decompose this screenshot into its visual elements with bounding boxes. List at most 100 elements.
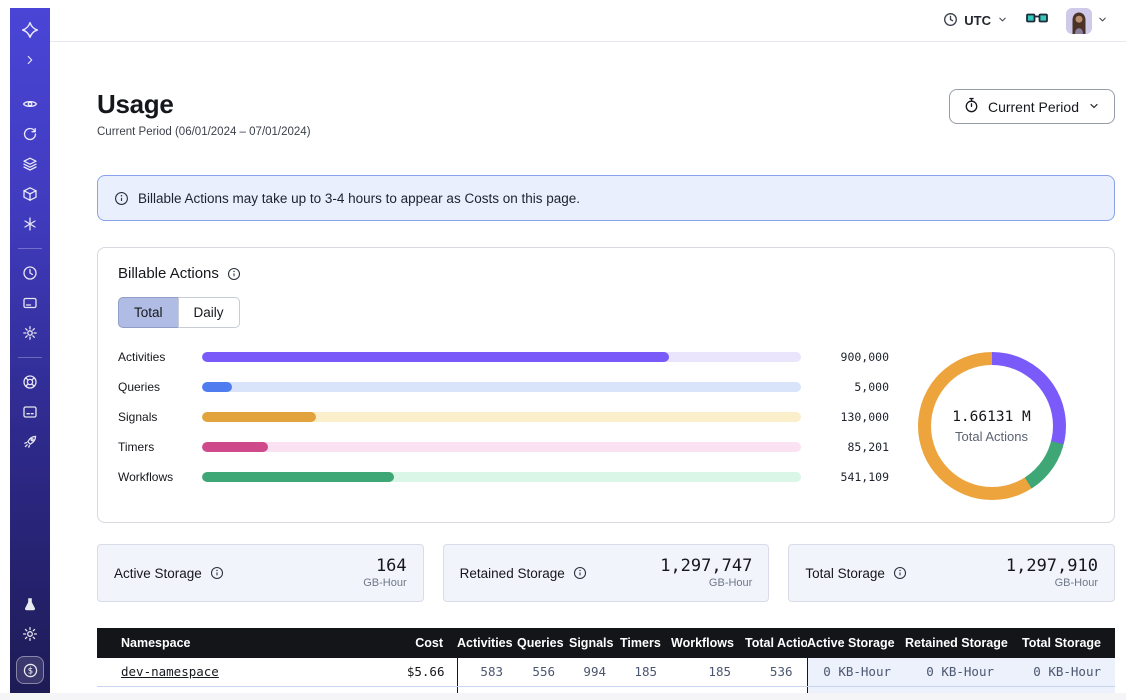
cell-workflows: 130	[671, 686, 745, 693]
billable-actions-title: Billable Actions	[118, 265, 219, 282]
cell-queries: 561	[517, 686, 569, 693]
info-icon	[114, 191, 129, 206]
avatar	[1066, 7, 1092, 34]
bar-row-workflows: Workflows 541,109	[118, 470, 889, 484]
col-total-storage: Total Storage	[1008, 628, 1115, 658]
main-content: Usage Current Period (06/01/2024 – 07/01…	[50, 43, 1126, 693]
stopwatch-icon	[964, 97, 979, 116]
bar-row-activities: Activities 900,000	[118, 350, 889, 364]
rocket-icon[interactable]	[16, 434, 44, 450]
info-icon[interactable]	[893, 566, 907, 580]
donut-total-value: 1.66131 M	[952, 408, 1031, 425]
bar-row-signals: Signals 130,000	[118, 410, 889, 424]
total-storage-card: Total Storage 1,297,910 GB-Hour	[788, 544, 1115, 602]
info-banner: Billable Actions may take up to 3-4 hour…	[97, 175, 1115, 221]
retained-storage-value: 1,297,747	[660, 555, 753, 576]
col-namespace: Namespace	[97, 628, 347, 658]
docs-terminal-icon[interactable]	[16, 404, 44, 420]
cell-timers: 185	[620, 658, 671, 687]
sidebar: $	[10, 8, 50, 694]
col-total-actions: Total Actions	[745, 628, 807, 658]
info-icon[interactable]	[227, 267, 241, 281]
user-menu[interactable]	[1066, 7, 1108, 34]
cell-retained-storage: 0 KB-Hour	[905, 686, 1008, 693]
chevron-down-icon	[997, 13, 1008, 28]
storage-unit: GB-Hour	[1054, 577, 1098, 590]
cell-total-storage: 0 KB-Hour	[1008, 658, 1115, 687]
active-storage-card: Active Storage 164 GB-Hour	[97, 544, 424, 602]
timezone-label: UTC	[964, 13, 991, 28]
active-storage-value: 164	[375, 555, 407, 576]
labs-flask-icon[interactable]	[16, 596, 44, 612]
bar-track	[202, 442, 801, 452]
temporal-logo-icon[interactable]	[16, 21, 44, 39]
sidebar-divider	[18, 248, 42, 249]
cell-signals: 994	[569, 658, 620, 687]
table-header-row: Namespace Cost Activities Queries Signal…	[97, 628, 1115, 658]
page-subtitle: Current Period (06/01/2024 – 07/01/2024)	[97, 126, 311, 138]
namespace-link[interactable]: dev-namespace	[121, 693, 219, 694]
cell-active-storage: 0 KB-Hour	[806, 686, 905, 693]
total-storage-value: 1,297,910	[1005, 555, 1098, 576]
col-timers: Timers	[620, 628, 671, 658]
storage-cards: Active Storage 164 GB-Hour Retained Stor…	[97, 544, 1115, 602]
bar-track	[202, 472, 801, 482]
bar-label: Queries	[118, 380, 161, 394]
bar-label: Activities	[118, 350, 166, 364]
clock-icon	[943, 12, 958, 30]
theme-sun-icon[interactable]	[16, 626, 44, 642]
bar-value: 130,000	[840, 410, 889, 424]
info-icon[interactable]	[573, 566, 587, 580]
usage-dollar-icon[interactable]: $	[16, 656, 44, 684]
topbar: UTC	[50, 0, 1126, 42]
cell-queries: 556	[517, 658, 569, 687]
col-signals: Signals	[569, 628, 620, 658]
tab-total[interactable]: Total	[118, 297, 178, 328]
tab-daily[interactable]: Daily	[177, 297, 240, 328]
info-icon[interactable]	[210, 566, 224, 580]
timezone-selector[interactable]: UTC	[943, 12, 1008, 30]
chevron-down-icon	[1088, 99, 1100, 115]
cell-total-actions: 536	[745, 658, 807, 687]
namespace-link[interactable]: dev-namespace	[121, 664, 219, 680]
table-row: dev-namespace 29.32 423 561 826 877 130 …	[97, 686, 1115, 693]
schedules-clock-icon[interactable]	[16, 265, 44, 281]
glasses-icon[interactable]	[1026, 12, 1048, 30]
bar-value: 85,201	[847, 440, 889, 454]
bar-label: Signals	[118, 410, 158, 424]
bar-label: Timers	[118, 440, 155, 454]
bar-track	[202, 412, 801, 422]
billable-bars: Activities 900,000 Queries 5,000 Signals…	[118, 350, 889, 500]
banner-text: Billable Actions may take up to 3-4 hour…	[138, 190, 581, 206]
bar-row-timers: Timers 85,201	[118, 440, 889, 454]
layers-icon[interactable]	[16, 156, 44, 172]
cell-cost: $5.66	[347, 658, 457, 687]
storage-unit: GB-Hour	[363, 577, 407, 590]
donut-total-label: Total Actions	[955, 428, 1028, 444]
col-queries: Queries	[517, 628, 569, 658]
cube-icon[interactable]	[16, 186, 44, 202]
donut-chart: 1.66131 M Total Actions	[917, 352, 1066, 500]
collapse-chevron-icon[interactable]	[16, 52, 44, 68]
batch-card-icon[interactable]	[16, 295, 44, 311]
billable-tabs: Total Daily	[118, 297, 240, 328]
cell-total-storage: 0 KB-Hour	[1008, 686, 1115, 693]
col-cost: Cost	[347, 628, 457, 658]
asterisk-icon[interactable]	[16, 216, 44, 232]
cell-activities: 423	[456, 686, 517, 693]
cell-retained-storage: 0 KB-Hour	[905, 658, 1008, 687]
namespace-usage-table: Namespace Cost Activities Queries Signal…	[97, 628, 1115, 693]
cell-timers: 877	[620, 686, 671, 693]
cell-workflows: 185	[671, 658, 745, 687]
settings-gear-icon[interactable]	[16, 325, 44, 341]
retained-storage-card: Retained Storage 1,297,747 GB-Hour	[442, 544, 770, 602]
period-selector-button[interactable]: Current Period	[948, 89, 1115, 124]
history-icon[interactable]	[16, 126, 44, 142]
support-lifebuoy-icon[interactable]	[16, 374, 44, 390]
table-row: dev-namespace $5.66 583 556 994 185 185 …	[97, 658, 1115, 687]
chevron-down-icon	[1097, 12, 1108, 30]
namespaces-eye-icon[interactable]	[16, 96, 44, 112]
storage-unit: GB-Hour	[708, 577, 753, 590]
sidebar-divider	[18, 357, 42, 358]
col-activities: Activities	[457, 628, 517, 658]
